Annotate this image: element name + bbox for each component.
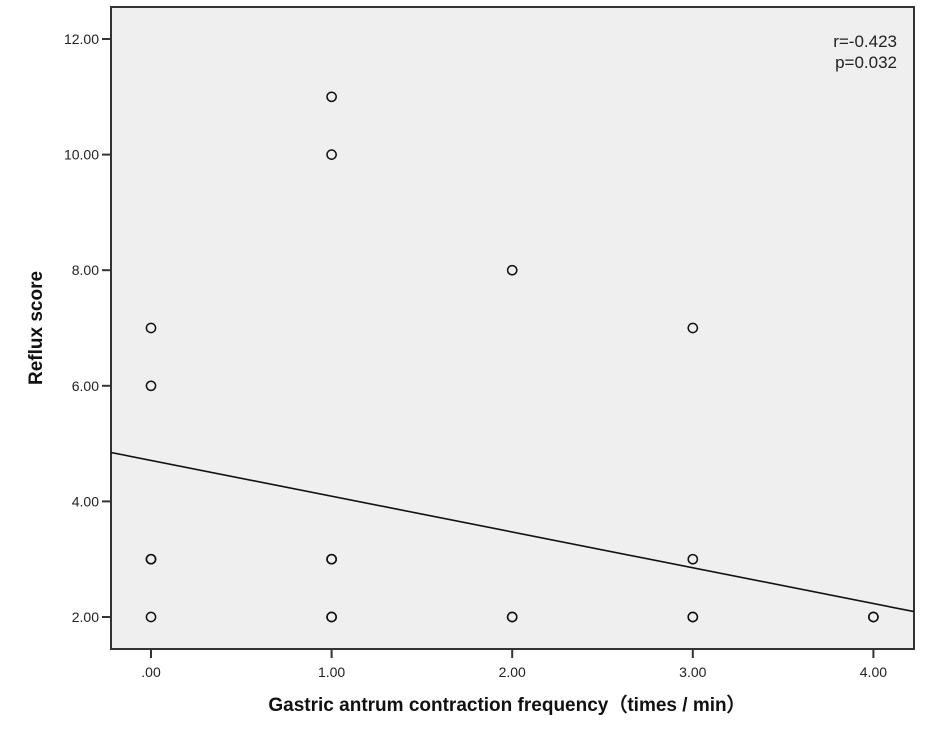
data-point-marker	[145, 611, 157, 623]
data-point-marker	[326, 91, 337, 103]
y-axis-ticks: 2.00 4.00 6.00 8.00 10.00 12.00	[64, 31, 111, 625]
y-axis-title: Reflux score	[26, 271, 47, 385]
y-tick-label: 8.00	[72, 262, 99, 278]
data-point-marker	[326, 149, 337, 160]
data-point-marker	[506, 611, 518, 623]
data-point-marker	[145, 553, 157, 565]
y-tick-label: 12.00	[64, 31, 99, 47]
data-point-marker	[687, 611, 699, 623]
x-tick-label: .00	[141, 664, 161, 680]
y-tick-label: 4.00	[72, 493, 99, 509]
data-point-marker	[326, 553, 337, 565]
x-tick-label: 4.00	[860, 664, 887, 680]
data-point-marker	[506, 264, 518, 276]
data-point-marker	[326, 611, 337, 623]
x-tick-label: 2.00	[499, 664, 526, 680]
y-tick-label: 10.00	[64, 147, 99, 163]
correlation-coefficient-label: r=-0.423	[833, 32, 897, 51]
y-tick-label: 2.00	[72, 609, 99, 625]
data-point-marker	[687, 322, 699, 334]
x-axis-ticks: .00 1.00 2.00 3.00 4.00	[141, 649, 887, 680]
regression-line	[110, 451, 915, 613]
data-point-marker	[687, 553, 699, 565]
data-point-marker	[145, 380, 157, 392]
y-tick-label: 6.00	[72, 378, 99, 394]
x-axis-title: Gastric antrum contraction frequency（tim…	[268, 693, 745, 716]
data-points	[145, 91, 879, 623]
plot-area	[110, 6, 915, 650]
x-tick-label: 3.00	[679, 664, 706, 680]
data-point-marker	[145, 322, 157, 334]
p-value-label: p=0.032	[835, 53, 897, 72]
data-point-marker	[868, 611, 879, 623]
x-tick-label: 1.00	[318, 664, 345, 680]
